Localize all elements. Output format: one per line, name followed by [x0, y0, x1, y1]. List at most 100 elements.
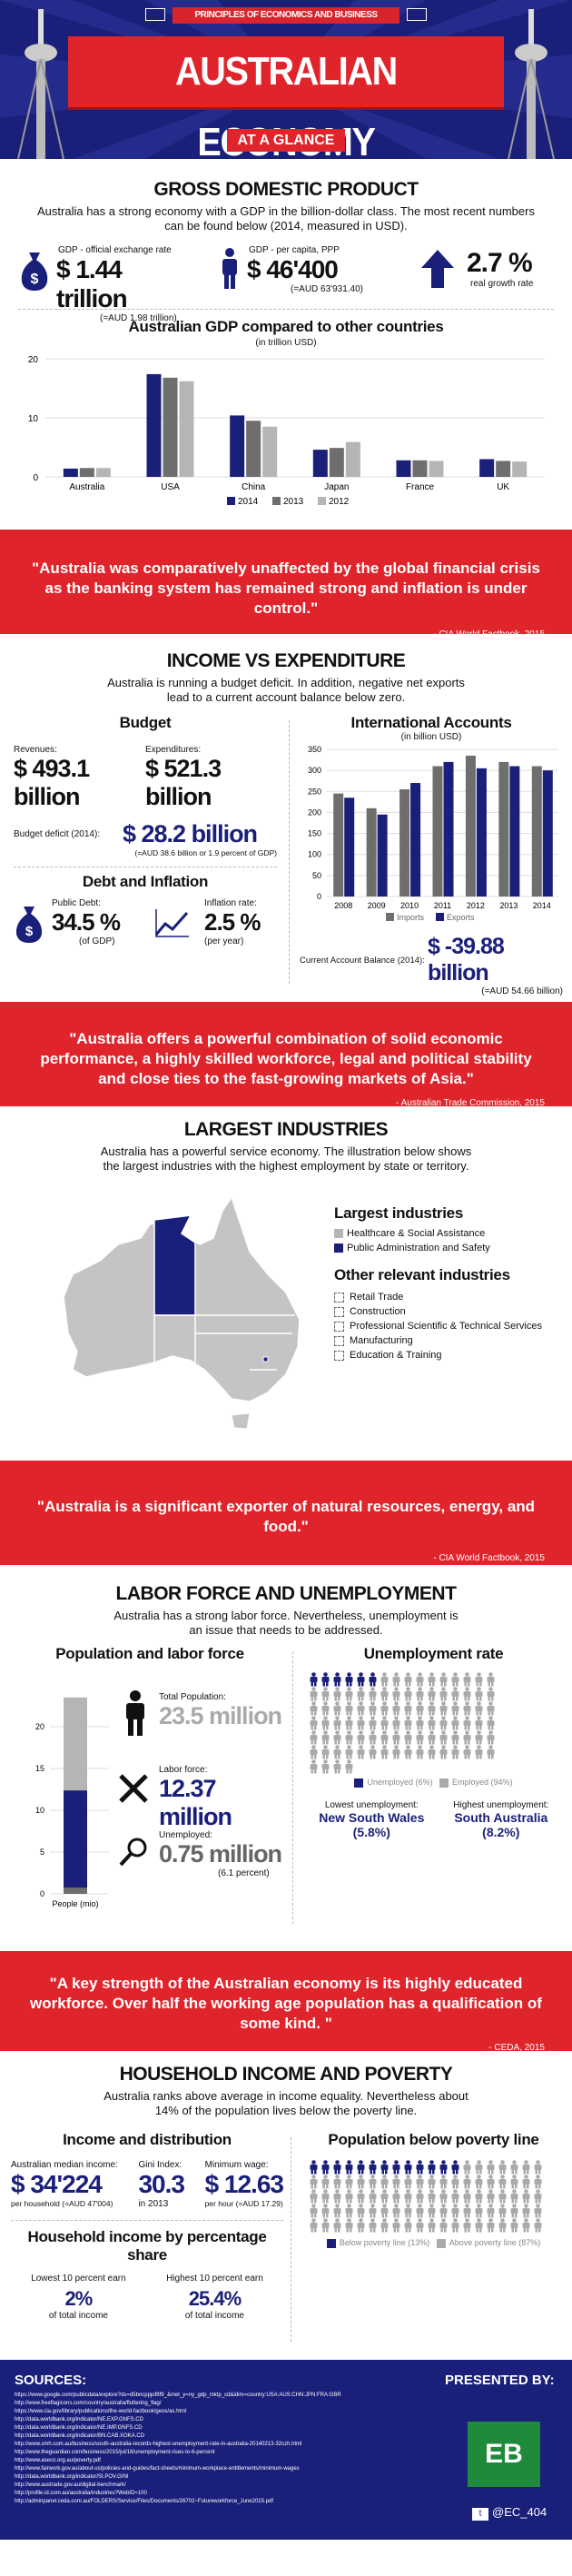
- largest-industries-title: Largest industries: [334, 1204, 463, 1222]
- other-industries-title: Other relevant industries: [334, 1266, 510, 1283]
- y-tick-label: 20: [28, 355, 39, 365]
- y-tick-label: 10: [28, 414, 39, 424]
- y-tick-label: 300: [308, 766, 321, 775]
- subtitle-banner: AT A GLANCE: [227, 129, 345, 152]
- international-accounts-chart: 0 50 100 150 200 250 300 350 2008 2009 2010 2011 201…: [308, 745, 558, 922]
- person-icon: [404, 2218, 412, 2233]
- person-icon: [439, 2160, 448, 2175]
- poverty-panel: Population below poverty line Below pove…: [304, 2131, 563, 2248]
- sources-footer: SOURCES: https://www.google.com/publicda…: [0, 2360, 572, 2540]
- sources-list: https://www.google.com/publicdata/explor…: [15, 2392, 414, 2506]
- person-icon: [451, 1730, 459, 1745]
- person-icon: [404, 2160, 412, 2175]
- person-icon: [463, 1687, 471, 1701]
- poverty-pictogram: [308, 2160, 559, 2233]
- legend-label: 2014: [238, 497, 259, 507]
- legend-swatch: [272, 497, 281, 505]
- other-industry-item: Construction: [350, 1306, 406, 1317]
- person-icon: [321, 1759, 330, 1774]
- bar-2009-exports: [377, 814, 388, 897]
- person-icon: [310, 2204, 318, 2218]
- source-link[interactable]: https://www.google.com/publicdata/explor…: [15, 2393, 341, 2398]
- source-link[interactable]: http://data.worldbank.org/indicator/BN.C…: [15, 2433, 145, 2439]
- person-icon: [522, 2218, 530, 2233]
- gdp-ppp: GDP - per capita, PPP $ 46'400 (=AUD 63'…: [218, 245, 399, 294]
- person-icon: [310, 1672, 318, 1687]
- budget-panel: Budget Revenues: $ 493.1 billion Expendit…: [14, 714, 277, 962]
- person-icon: [451, 1745, 459, 1759]
- quote-block: "Australia was comparatively unaffected …: [0, 530, 572, 639]
- source-link[interactable]: http://www.aseco.org.au/poverty.pdf: [15, 2458, 101, 2463]
- person-icon: [357, 1716, 365, 1730]
- income-section: INCOME VS EXPENDITURE Australia is runni…: [0, 634, 572, 1002]
- twitter-handle[interactable]: t @EC_404: [472, 2505, 547, 2521]
- bar-japan-2014: [312, 450, 328, 477]
- unemployed-value: 0.75 million: [159, 1840, 282, 1868]
- person-icon: [428, 2160, 436, 2175]
- quote-text: "Australia is a significant exporter of …: [36, 1498, 536, 1535]
- bar-japan-2012: [345, 441, 360, 477]
- person-icon: [310, 2189, 318, 2204]
- quote-block: "A key strength of the Australian econom…: [0, 1951, 572, 2053]
- revenues-label: Revenues:: [14, 745, 57, 755]
- source-link[interactable]: http://data.worldbank.org/indicator/NE.I…: [15, 2425, 143, 2431]
- person-icon: [534, 2160, 542, 2175]
- person-icon: [321, 1701, 330, 1716]
- bar-france-2014: [396, 460, 411, 477]
- top-banner: PRINCIPLES OF ECONOMICS AND BUSINESS: [173, 7, 399, 24]
- quote-block: "Australia offers a powerful combination…: [0, 1002, 572, 1108]
- person-icon: [451, 2175, 459, 2189]
- source-link[interactable]: http://www.austrade.gov.au/digital-bench…: [15, 2482, 126, 2488]
- unemployment-pictogram: [308, 1672, 559, 1774]
- deficit-label: Budget deficit (2014):: [14, 829, 101, 839]
- person-icon: [498, 2204, 507, 2218]
- person-icon: [404, 1745, 412, 1759]
- other-industry-item: Retail Trade: [350, 1292, 404, 1303]
- person-icon: [428, 1730, 436, 1745]
- source-link[interactable]: http://www.freeflagicons.com/country/aus…: [15, 2401, 162, 2406]
- median-income-value: $ 34'224: [11, 2170, 103, 2198]
- section-intro: Australia is running a budget deficit. I…: [107, 676, 465, 704]
- debt-title: Debt and Inflation: [82, 873, 209, 890]
- legend-unemployed: Unemployed (6%): [367, 1778, 433, 1787]
- bar-france-2012: [429, 461, 444, 477]
- source-link[interactable]: http://www.theguardian.com/business/2015…: [15, 2450, 215, 2455]
- source-link[interactable]: https://www.cia.gov/library/publications…: [15, 2409, 187, 2414]
- legend-label: Exports: [447, 913, 475, 922]
- source-link[interactable]: http://data.worldbank.org/indicator/NE.E…: [15, 2417, 143, 2422]
- person-icon: [439, 1701, 448, 1716]
- lowest-unemployment-label: Lowest unemployment:: [324, 1799, 419, 1810]
- divider: [18, 309, 554, 310]
- source-link[interactable]: http://adminpanel.ceda.com.au/FOLDERS/Se…: [15, 2499, 273, 2504]
- source-link[interactable]: http://data.worldbank.org/indicator/SI.P…: [15, 2474, 129, 2480]
- person-icon: [369, 2218, 377, 2233]
- source-link[interactable]: http://www.fairwork.gov.au/about-us/poli…: [15, 2466, 300, 2472]
- person-icon: [380, 1687, 389, 1701]
- population-panel: Population and labor force 20 15 10 5 0 Peopl…: [14, 1645, 286, 1908]
- x-axis-label: People (mio): [52, 1899, 98, 1908]
- legend-swatch: [227, 497, 235, 505]
- lowest-10-sub: of total income: [48, 2311, 108, 2321]
- person-icon: [392, 2204, 400, 2218]
- inflation-value: 2.5 %: [204, 908, 261, 936]
- bar-usa-2012: [179, 381, 194, 477]
- person-icon: [416, 1701, 424, 1716]
- bar-japan-2013: [329, 448, 344, 477]
- person-icon: [439, 1745, 448, 1759]
- source-link[interactable]: http://www.smh.com.au/business/south-aus…: [15, 2442, 302, 2447]
- person-icon: [392, 2189, 400, 2204]
- person-icon: [380, 2204, 389, 2218]
- y-tick-label: 0: [317, 892, 321, 901]
- person-icon: [487, 1687, 495, 1701]
- bar-2012-imports: [465, 755, 476, 897]
- person-icon: [451, 2204, 459, 2218]
- gdp-ppp-value: $ 46'400: [247, 255, 339, 283]
- legend-label: 2013: [283, 497, 304, 507]
- section-intro: Australia has a strong labor force. Neve…: [113, 1609, 459, 1637]
- section-title: GROSS DOMESTIC PRODUCT: [153, 179, 419, 200]
- balance-sub: (=AUD 54.66 billion): [481, 986, 563, 996]
- person-icon: [369, 2189, 377, 2204]
- person-icon: [404, 1672, 412, 1687]
- person-icon: [428, 2189, 436, 2204]
- source-link[interactable]: http://profile.id.com.au/australia/indus…: [15, 2491, 147, 2496]
